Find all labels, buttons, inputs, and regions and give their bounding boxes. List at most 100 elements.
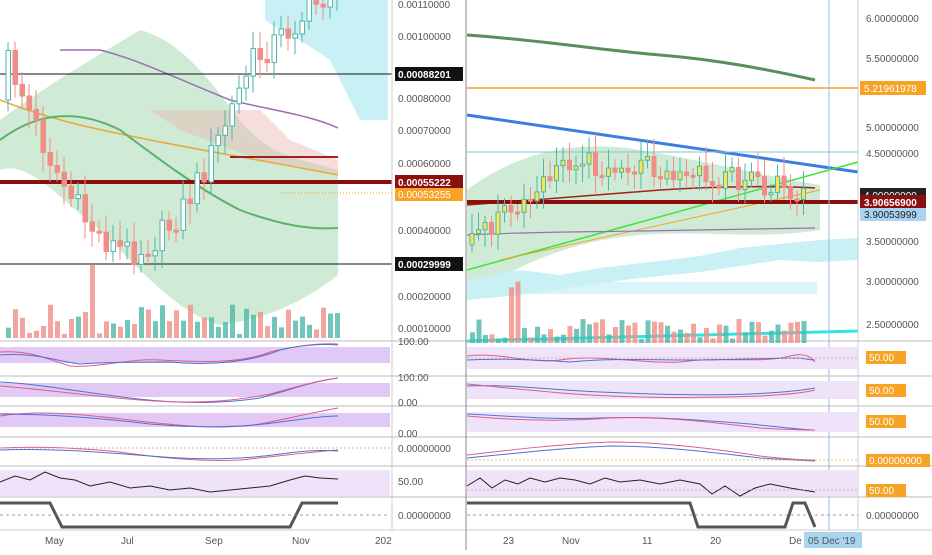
right-oscillators[interactable]: 50.00 50.00 50.00 0.00000000 50.00 0.000…: [466, 347, 930, 529]
volume-bar: [216, 326, 221, 338]
volume-bar: [756, 322, 761, 343]
candle: [306, 0, 312, 22]
candle: [684, 171, 689, 176]
candle: [96, 230, 102, 234]
candle: [187, 198, 193, 205]
blue-trendline[interactable]: [466, 113, 859, 174]
volume-bar: [470, 332, 475, 343]
right-p3-line-2: [466, 415, 816, 431]
candle: [521, 198, 527, 213]
left-chart[interactable]: [0, 0, 392, 338]
candle: [278, 28, 284, 36]
volume-bar: [237, 333, 242, 338]
candle: [82, 194, 88, 223]
candle: [12, 49, 18, 85]
candle: [313, 0, 319, 5]
volume-bar: [244, 308, 249, 338]
right-axis-label: 4.50000000: [866, 149, 919, 160]
volume-bar: [104, 321, 109, 338]
volume-bar: [580, 319, 586, 343]
volume-bar: [600, 319, 605, 343]
candle: [495, 211, 501, 235]
tag-resistance: [395, 175, 463, 189]
candle: [117, 240, 123, 247]
candle: [173, 229, 179, 233]
osc-tag-text: 50.00: [869, 386, 894, 397]
candle: [159, 219, 165, 252]
right-axis-label: 5.50000000: [866, 54, 919, 65]
volume-bar: [41, 325, 46, 338]
right-chart[interactable]: [466, 0, 859, 530]
time-label: 11: [642, 536, 653, 547]
volume-bar: [153, 321, 158, 338]
candle: [19, 83, 25, 97]
volume-bar: [111, 323, 116, 338]
right-p6-step-line: [467, 501, 817, 529]
candle: [515, 211, 520, 215]
candle: [508, 205, 514, 213]
candle: [638, 159, 644, 174]
osc-label: 0.00: [398, 429, 418, 440]
volume-bar: [489, 334, 495, 343]
candle: [482, 221, 488, 231]
left-time-axis[interactable]: May Jul Sep Nov 202: [0, 529, 466, 547]
candle: [586, 152, 592, 165]
candle: [131, 241, 137, 265]
osc-tag: [866, 454, 930, 467]
volume-bar: [710, 338, 716, 343]
left-price-axis[interactable]: 0.00110000 0.00100000 0.00080000 0.00070…: [391, 0, 463, 530]
volume-bar: [619, 320, 625, 343]
right-price-axis[interactable]: 6.00000000 5.50000000 5.00000000 4.50000…: [857, 0, 926, 530]
volume-bar: [202, 317, 207, 338]
left-axis-label: 0.00020000: [398, 292, 451, 303]
osc-label: 0.00000000: [398, 444, 451, 455]
candle: [124, 241, 130, 247]
candle: [528, 198, 533, 202]
volume-bar: [223, 321, 228, 338]
candle: [138, 253, 144, 265]
candle: [61, 171, 67, 187]
candle: [619, 167, 624, 173]
green-trendline[interactable]: [466, 161, 859, 271]
mfi-line-1: [0, 407, 339, 428]
osc-label: 50.00: [398, 477, 423, 488]
candle: [775, 175, 780, 194]
candle: [327, 0, 333, 8]
candle: [534, 191, 540, 202]
candle: [215, 134, 221, 147]
osc-label: 0.00000000: [398, 511, 451, 522]
tag-last-price: [395, 188, 463, 201]
candle: [716, 184, 722, 189]
volume-bar: [483, 334, 488, 343]
volume-bar: [160, 305, 165, 338]
volume-bar: [83, 311, 88, 338]
volume-bar: [587, 324, 592, 343]
volume-bar: [279, 327, 284, 338]
candle: [690, 174, 696, 178]
volume-bar: [76, 316, 81, 338]
candle: [703, 165, 709, 183]
candle: [625, 167, 631, 173]
volume-bar: [195, 321, 200, 338]
volume-bar: [286, 309, 291, 338]
osc-label: 0.00: [398, 398, 418, 409]
osc-tag: [866, 384, 906, 397]
time-label: Jul: [121, 536, 134, 547]
candle: [89, 221, 95, 232]
rsi-band: [0, 347, 390, 363]
volume-bar: [307, 324, 312, 338]
candle: [152, 250, 158, 257]
volume-bar: [788, 322, 794, 343]
volume-bar: [658, 322, 664, 343]
candle: [632, 171, 637, 175]
osc-tag-text: 50.00: [869, 353, 894, 364]
ma-long-line: [60, 49, 339, 129]
candle: [476, 229, 481, 234]
p5-band: [0, 470, 390, 496]
candle: [697, 165, 702, 177]
right-time-axis[interactable]: 23 Nov 11 20 De 05 Dec '19: [466, 529, 932, 548]
volume-bar: [704, 327, 709, 343]
tag-last-price-text: 0.00053255: [398, 190, 451, 201]
left-oscillators[interactable]: 100.00 100.00 0.00 0.00 0.00000000 50.00…: [0, 337, 932, 529]
